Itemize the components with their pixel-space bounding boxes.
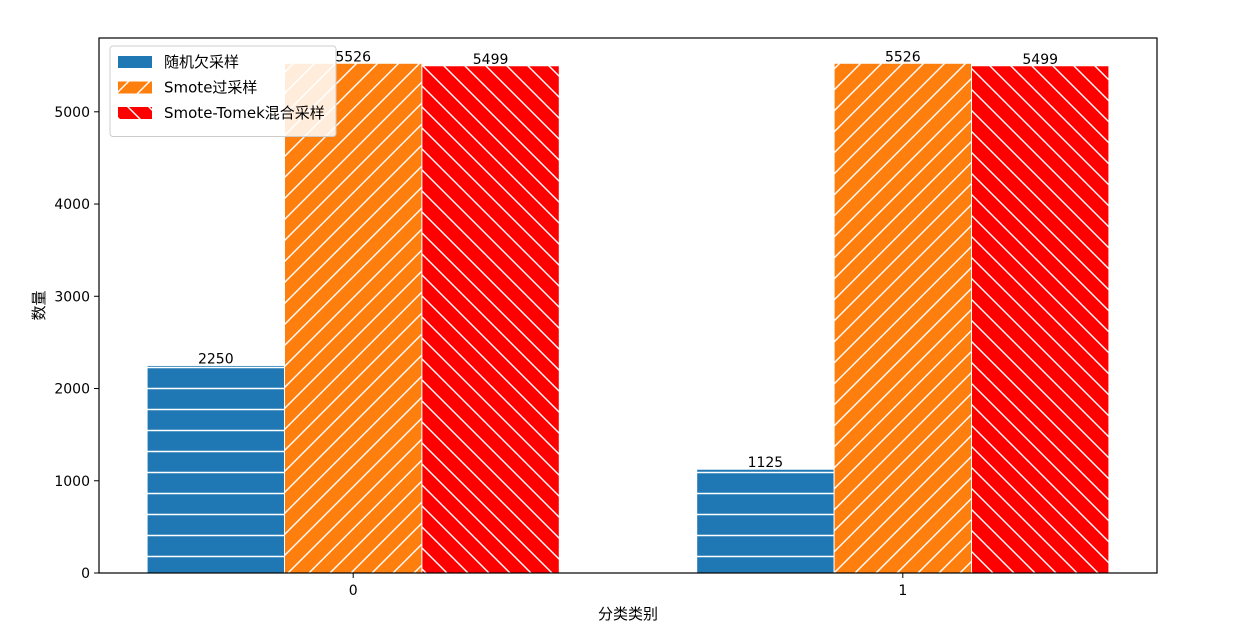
y-tick-label: 0 (81, 566, 90, 582)
bar-hatch (971, 65, 1110, 574)
bar-hatch (421, 65, 560, 574)
bar-hatch (833, 62, 973, 574)
bars-layer (146, 62, 1110, 574)
bar-1-1 (833, 62, 973, 574)
legend-label: Smote-Tomek混合采样 (164, 104, 325, 122)
legend-box (109, 45, 337, 137)
y-tick-label: 1000 (54, 474, 90, 490)
bar-1-0 (283, 62, 423, 574)
legend-label: 随机欠采样 (164, 53, 239, 71)
legend-swatch-hatch (118, 56, 152, 68)
bar-2-1 (971, 65, 1110, 574)
data-label: 5526 (885, 49, 921, 65)
plot-frame (98, 37, 1158, 574)
y-tick-label: 2000 (54, 382, 90, 398)
data-label: 5499 (473, 52, 509, 68)
legend-label: Smote过采样 (164, 79, 257, 97)
bar-hatch (146, 364, 285, 574)
data-label: 1125 (748, 455, 784, 471)
legend-swatch-hatch (118, 107, 152, 119)
legend: 随机欠采样 Smote过采样 Smote-Tomek混合采样 (109, 45, 337, 137)
y-tick-label: 4000 (54, 197, 90, 213)
data-labels-layer: 2250 1125 5526 5526 5499 5499 (198, 49, 1058, 471)
bar-2-0 (421, 65, 560, 574)
data-label: 5499 (1022, 52, 1058, 68)
bar-hatch (696, 468, 835, 574)
x-tick-label: 1 (898, 583, 907, 599)
y-axis-label: 数量 (30, 290, 48, 320)
bar-0-1 (696, 468, 835, 574)
bar-hatch (283, 62, 423, 574)
x-axis-label: 分类类别 (598, 605, 658, 623)
data-label: 2250 (198, 351, 234, 367)
y-tick-label: 5000 (54, 105, 90, 121)
legend-swatch-hatch (118, 81, 152, 94)
y-axis: 0 1000 2000 3000 4000 5000 (54, 105, 99, 582)
data-label: 5526 (335, 49, 371, 65)
y-tick-label: 3000 (54, 289, 90, 305)
x-tick-label: 0 (349, 583, 358, 599)
bar-0-0 (146, 364, 285, 574)
